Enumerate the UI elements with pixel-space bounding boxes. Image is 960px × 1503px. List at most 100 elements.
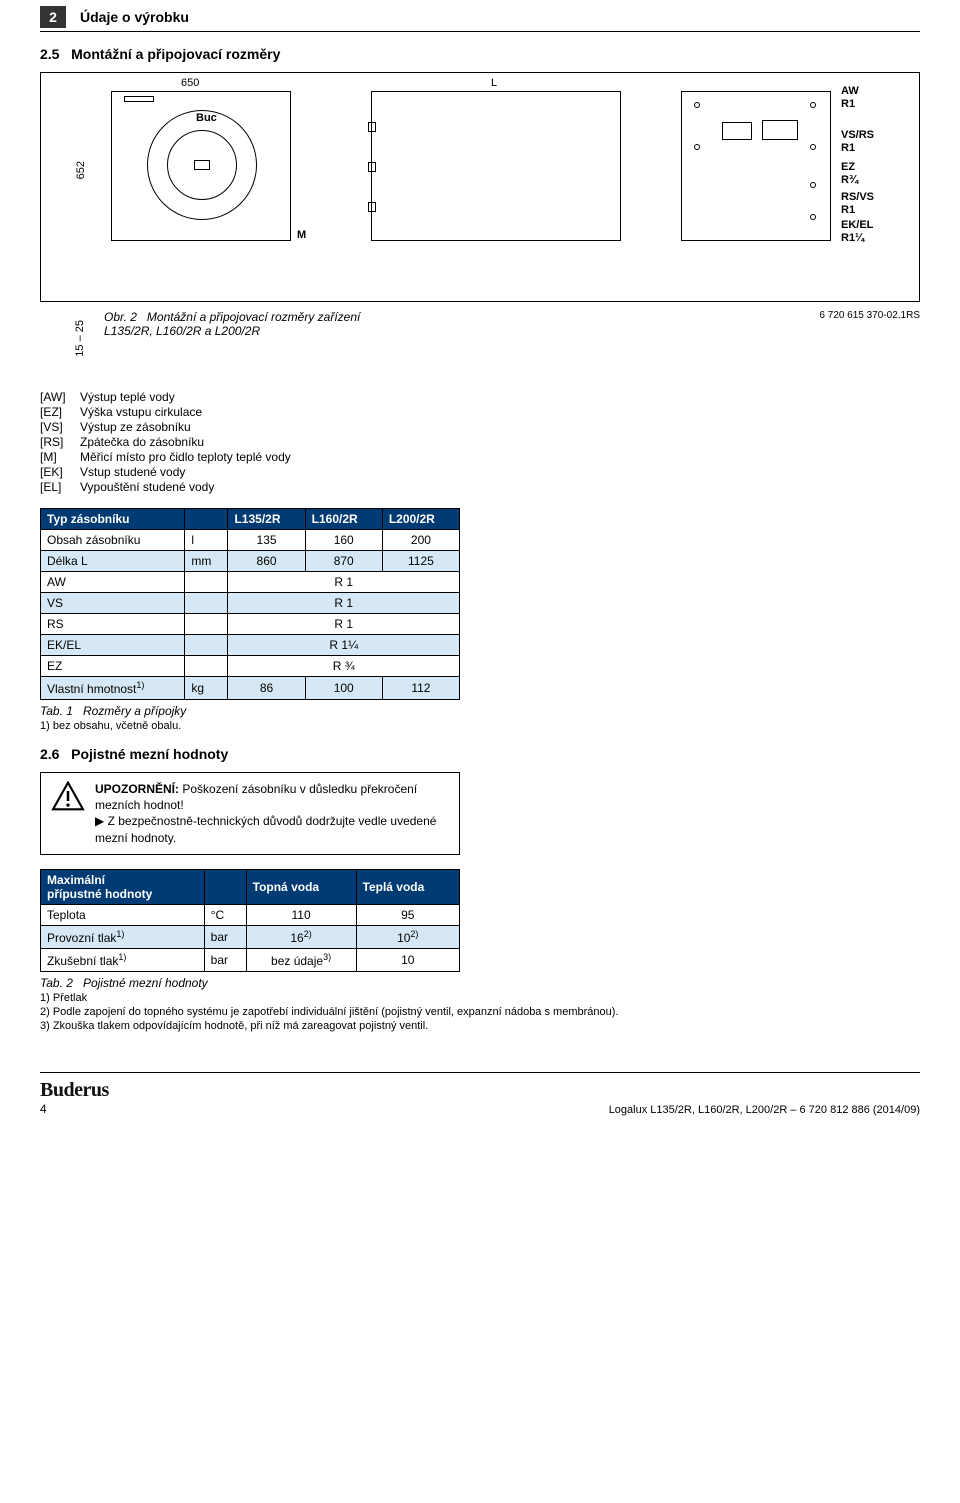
table-cell: RS — [41, 614, 185, 635]
dim-height-range: 15 – 25 — [74, 320, 86, 357]
footnote-line: 2) Podle zapojení do topného systému je … — [40, 1006, 920, 1018]
table-row: Obsah zásobníkul135160200 — [41, 530, 460, 551]
figure-bottom-row: 15 – 25 Obr. 2 Montážní a připojovací ro… — [40, 310, 920, 380]
table-2-caption-text: Pojistné mezní hodnoty — [83, 976, 208, 990]
table-cell: 100 — [305, 677, 382, 700]
table-1-caption-prefix: Tab. 1 — [40, 704, 73, 718]
legend-text: Výstup teplé vody — [80, 390, 175, 404]
table-1-caption-text: Rozměry a přípojky — [83, 704, 186, 718]
conn-ez: EZ R¾ — [841, 161, 858, 186]
table-row: Teplota°C11095 — [41, 904, 460, 925]
table-header-cell — [185, 509, 228, 530]
table-cell: 162) — [246, 925, 356, 948]
table-cell: Vlastní hmotnost1) — [41, 677, 185, 700]
table-cell — [185, 656, 228, 677]
table-2-footnotes: 1) Přetlak 2) Podle zapojení do topného s… — [40, 992, 920, 1032]
table-cell: 860 — [228, 551, 305, 572]
legend-key: [RS] — [40, 435, 74, 449]
notice-box: UPOZORNĚNÍ: Poškození zásobníku v důsled… — [40, 772, 460, 855]
table-cell: bar — [204, 948, 246, 971]
table-header-cell: Teplá voda — [356, 869, 459, 904]
table-cell: Teplota — [41, 904, 205, 925]
table-cell: R ¾ — [228, 656, 460, 677]
legend-text: Výstup ze zásobníku — [80, 420, 191, 434]
figure-2: 650 652 Buc M L — [40, 72, 920, 302]
legend-row: [AW] Výstup teplé vody — [40, 390, 920, 404]
table-cell: Zkušební tlak1) — [41, 948, 205, 971]
legend-key: [M] — [40, 450, 74, 464]
table-cell — [185, 614, 228, 635]
table-header-cell: L135/2R — [228, 509, 305, 530]
section-title: Pojistné mezní hodnoty — [71, 746, 228, 762]
footnote-line: 3) Zkouška tlakem odpovídajícím hodnotě,… — [40, 1020, 920, 1032]
legend-key: [AW] — [40, 390, 74, 404]
legend-text: Vstup studené vody — [80, 465, 185, 479]
table-1: Typ zásobníkuL135/2RL160/2RL200/2RObsah … — [40, 508, 460, 700]
dim-650: 650 — [181, 77, 199, 89]
table-cell: EZ — [41, 656, 185, 677]
table-cell: 1125 — [382, 551, 459, 572]
table-2-caption: Tab. 2 Pojistné mezní hodnoty — [40, 976, 920, 990]
table-row: VSR 1 — [41, 593, 460, 614]
section-number: 2.5 — [40, 46, 59, 62]
table-cell: Obsah zásobníku — [41, 530, 185, 551]
table-cell: 870 — [305, 551, 382, 572]
table-row: Délka Lmm8608701125 — [41, 551, 460, 572]
table-cell: bez údaje3) — [246, 948, 356, 971]
table-cell: 135 — [228, 530, 305, 551]
table-cell — [185, 572, 228, 593]
table-cell: R 1 — [228, 572, 460, 593]
warning-icon — [51, 781, 85, 811]
legend-text: Měřicí místo pro čidlo teploty teplé vod… — [80, 450, 291, 464]
dim-652: 652 — [75, 161, 87, 179]
table-row: AW R 1 — [41, 572, 460, 593]
table-cell: 86 — [228, 677, 305, 700]
conn-aw: AW R1 — [841, 85, 859, 110]
table-cell — [185, 593, 228, 614]
table-2-caption-prefix: Tab. 2 — [40, 976, 73, 990]
table-row: Vlastní hmotnost1)kg86100112 — [41, 677, 460, 700]
legend-row: [EK]Vstup studené vody — [40, 465, 920, 479]
section-title: Montážní a připojovací rozměry — [71, 46, 280, 62]
figure-caption-prefix: Obr. 2 — [104, 310, 137, 324]
table-header-cell: L200/2R — [382, 509, 459, 530]
table-1-footnote: 1) bez obsahu, včetně obalu. — [40, 720, 920, 732]
table-cell: Délka L — [41, 551, 185, 572]
table-cell: AW — [41, 572, 185, 593]
legend-text: Výška vstupu cirkulace — [80, 405, 202, 419]
footer-doc-ref: Logalux L135/2R, L160/2R, L200/2R – 6 72… — [609, 1104, 920, 1116]
legend-text: Zpátečka do zásobníku — [80, 435, 204, 449]
table-cell: l — [185, 530, 228, 551]
table-cell: 200 — [382, 530, 459, 551]
table-cell: 110 — [246, 904, 356, 925]
legend-key: [EL] — [40, 480, 74, 494]
footnote-line: 1) Přetlak — [40, 992, 920, 1004]
table-cell: 95 — [356, 904, 459, 925]
table-row: Zkušební tlak1)barbez údaje3)10 — [41, 948, 460, 971]
table-row: EK/ELR 1¼ — [41, 635, 460, 656]
table-cell: °C — [204, 904, 246, 925]
legend-text: Vypouštění studené vody — [80, 480, 214, 494]
table-cell: kg — [185, 677, 228, 700]
table-cell — [185, 635, 228, 656]
table-cell: 102) — [356, 925, 459, 948]
brand-logo: Buderus — [40, 1079, 109, 1102]
table-cell: 160 — [305, 530, 382, 551]
section-number: 2.6 — [40, 746, 59, 762]
table-header-cell: Typ zásobníku — [41, 509, 185, 530]
table-cell: R 1 — [228, 614, 460, 635]
legend: [AW] Výstup teplé vody [EZ] Výška vstupu ci… — [40, 390, 920, 494]
image-reference: 6 720 615 370-02.1RS — [819, 310, 920, 321]
header-title: Údaje o výrobku — [80, 9, 189, 25]
table-cell: bar — [204, 925, 246, 948]
dim-l: L — [491, 77, 497, 89]
conn-vsrs: VS/RS R1 — [841, 129, 874, 154]
legend-row: [M] Měřicí místo pro čidlo teploty teplé … — [40, 450, 920, 464]
table-cell: 112 — [382, 677, 459, 700]
table-cell: R 1 — [228, 593, 460, 614]
legend-key: [EZ] — [40, 405, 74, 419]
notice-line2: Z bezpečnostně-technických důvodů dodržu… — [95, 814, 436, 844]
conn-ekel: EK/EL R1¼ — [841, 219, 873, 244]
page-number-badge: 2 — [40, 6, 66, 28]
legend-row: [EZ] Výška vstupu cirkulace — [40, 405, 920, 419]
